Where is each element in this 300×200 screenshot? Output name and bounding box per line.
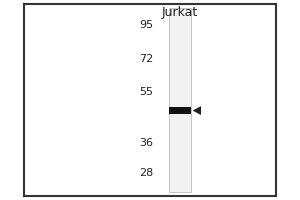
Text: 95: 95 <box>139 20 153 30</box>
Bar <box>169 8 191 192</box>
Text: 28: 28 <box>139 168 153 178</box>
Text: 55: 55 <box>139 87 153 97</box>
Polygon shape <box>193 106 201 115</box>
Text: 72: 72 <box>139 54 153 64</box>
Text: Jurkat: Jurkat <box>162 6 198 19</box>
Text: 36: 36 <box>139 138 153 148</box>
Bar <box>169 107 191 114</box>
